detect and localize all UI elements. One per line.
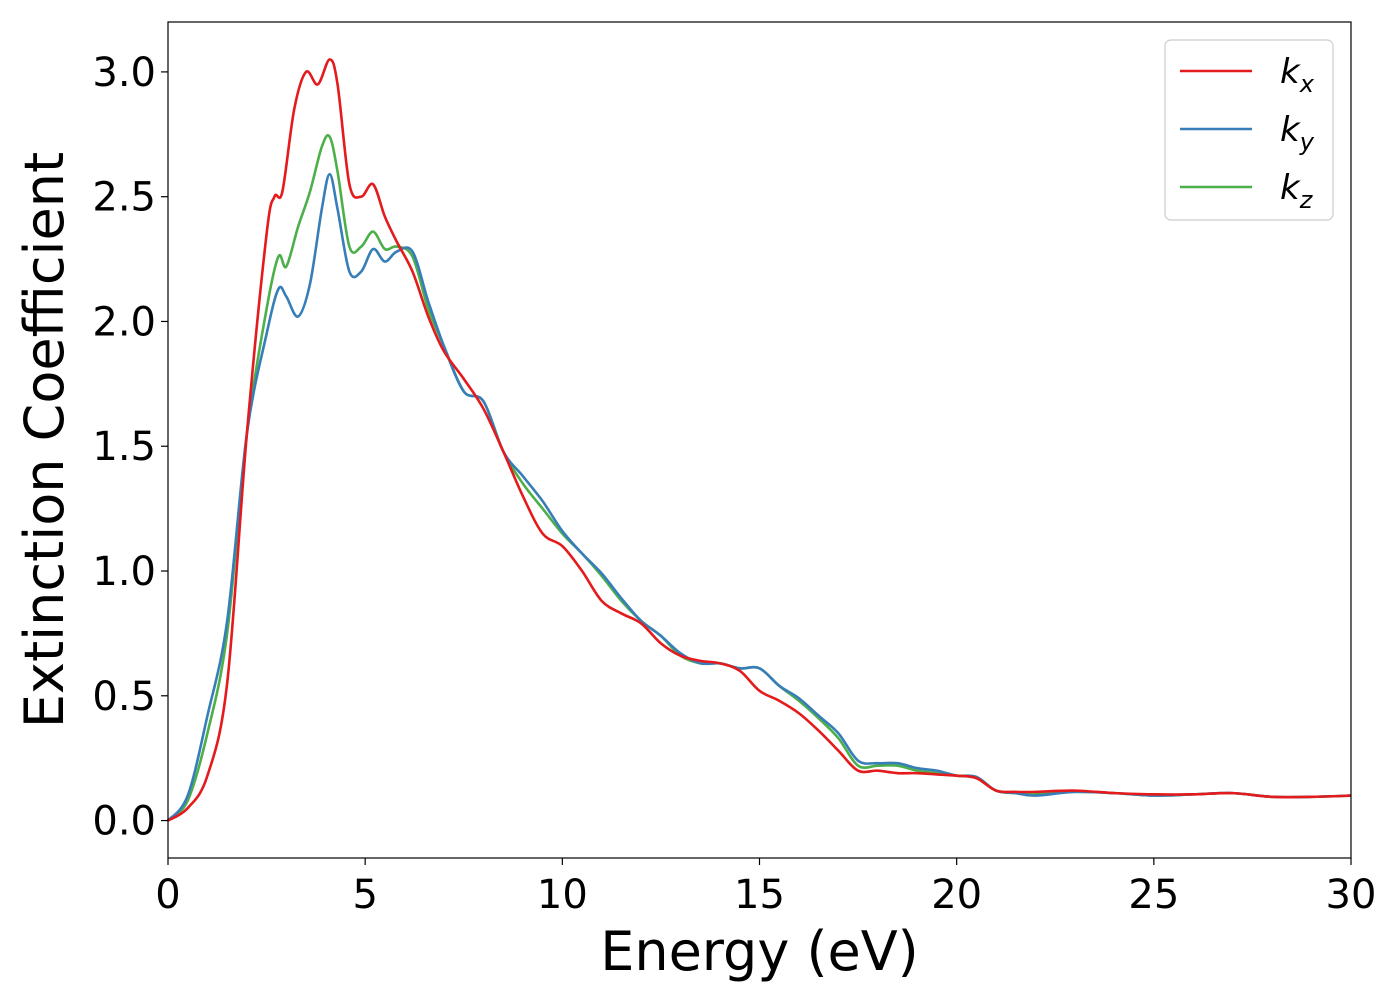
legend-label-main: k: [1280, 168, 1301, 208]
series-line-k-x: [167, 58, 1352, 822]
y-tick-label: 1.5: [92, 424, 156, 470]
y-axis: 0.0 0.5 1.0 1.5 2.0 2.5 3.0: [92, 50, 168, 845]
legend-label-subscript: x: [1299, 70, 1315, 98]
x-tick-label: 20: [931, 872, 982, 918]
legend-label-subscript: z: [1299, 186, 1314, 214]
y-tick-label: 2.5: [92, 175, 156, 221]
x-tick-label: 5: [352, 872, 377, 918]
legend-label-k-y: ky: [1280, 110, 1315, 156]
y-axis-title: Extinction Coefficient: [13, 152, 76, 728]
series-layer: [166, 58, 1352, 822]
x-tick-label: 15: [734, 872, 785, 918]
legend-label-subscript: y: [1299, 128, 1315, 156]
legend-label-main: k: [1280, 110, 1301, 150]
x-tick-label: 0: [155, 872, 180, 918]
x-tick-label: 25: [1128, 872, 1179, 918]
y-tick-label: 3.0: [92, 50, 156, 96]
y-tick-label: 2.0: [92, 299, 156, 345]
y-tick-label: 1.0: [92, 549, 156, 595]
legend-label-main: k: [1280, 52, 1301, 92]
x-axis: 0 5 10 15 20 25 30: [155, 858, 1376, 918]
legend-label-k-z: kz: [1280, 168, 1314, 214]
y-tick-label: 0.0: [92, 799, 156, 845]
x-tick-label: 10: [537, 872, 588, 918]
y-tick-label: 0.5: [92, 674, 156, 720]
x-tick-label: 30: [1326, 872, 1377, 918]
legend-label-k-x: kx: [1280, 52, 1315, 98]
x-axis-title: Energy (eV): [600, 920, 919, 983]
plot-background: [168, 22, 1351, 858]
